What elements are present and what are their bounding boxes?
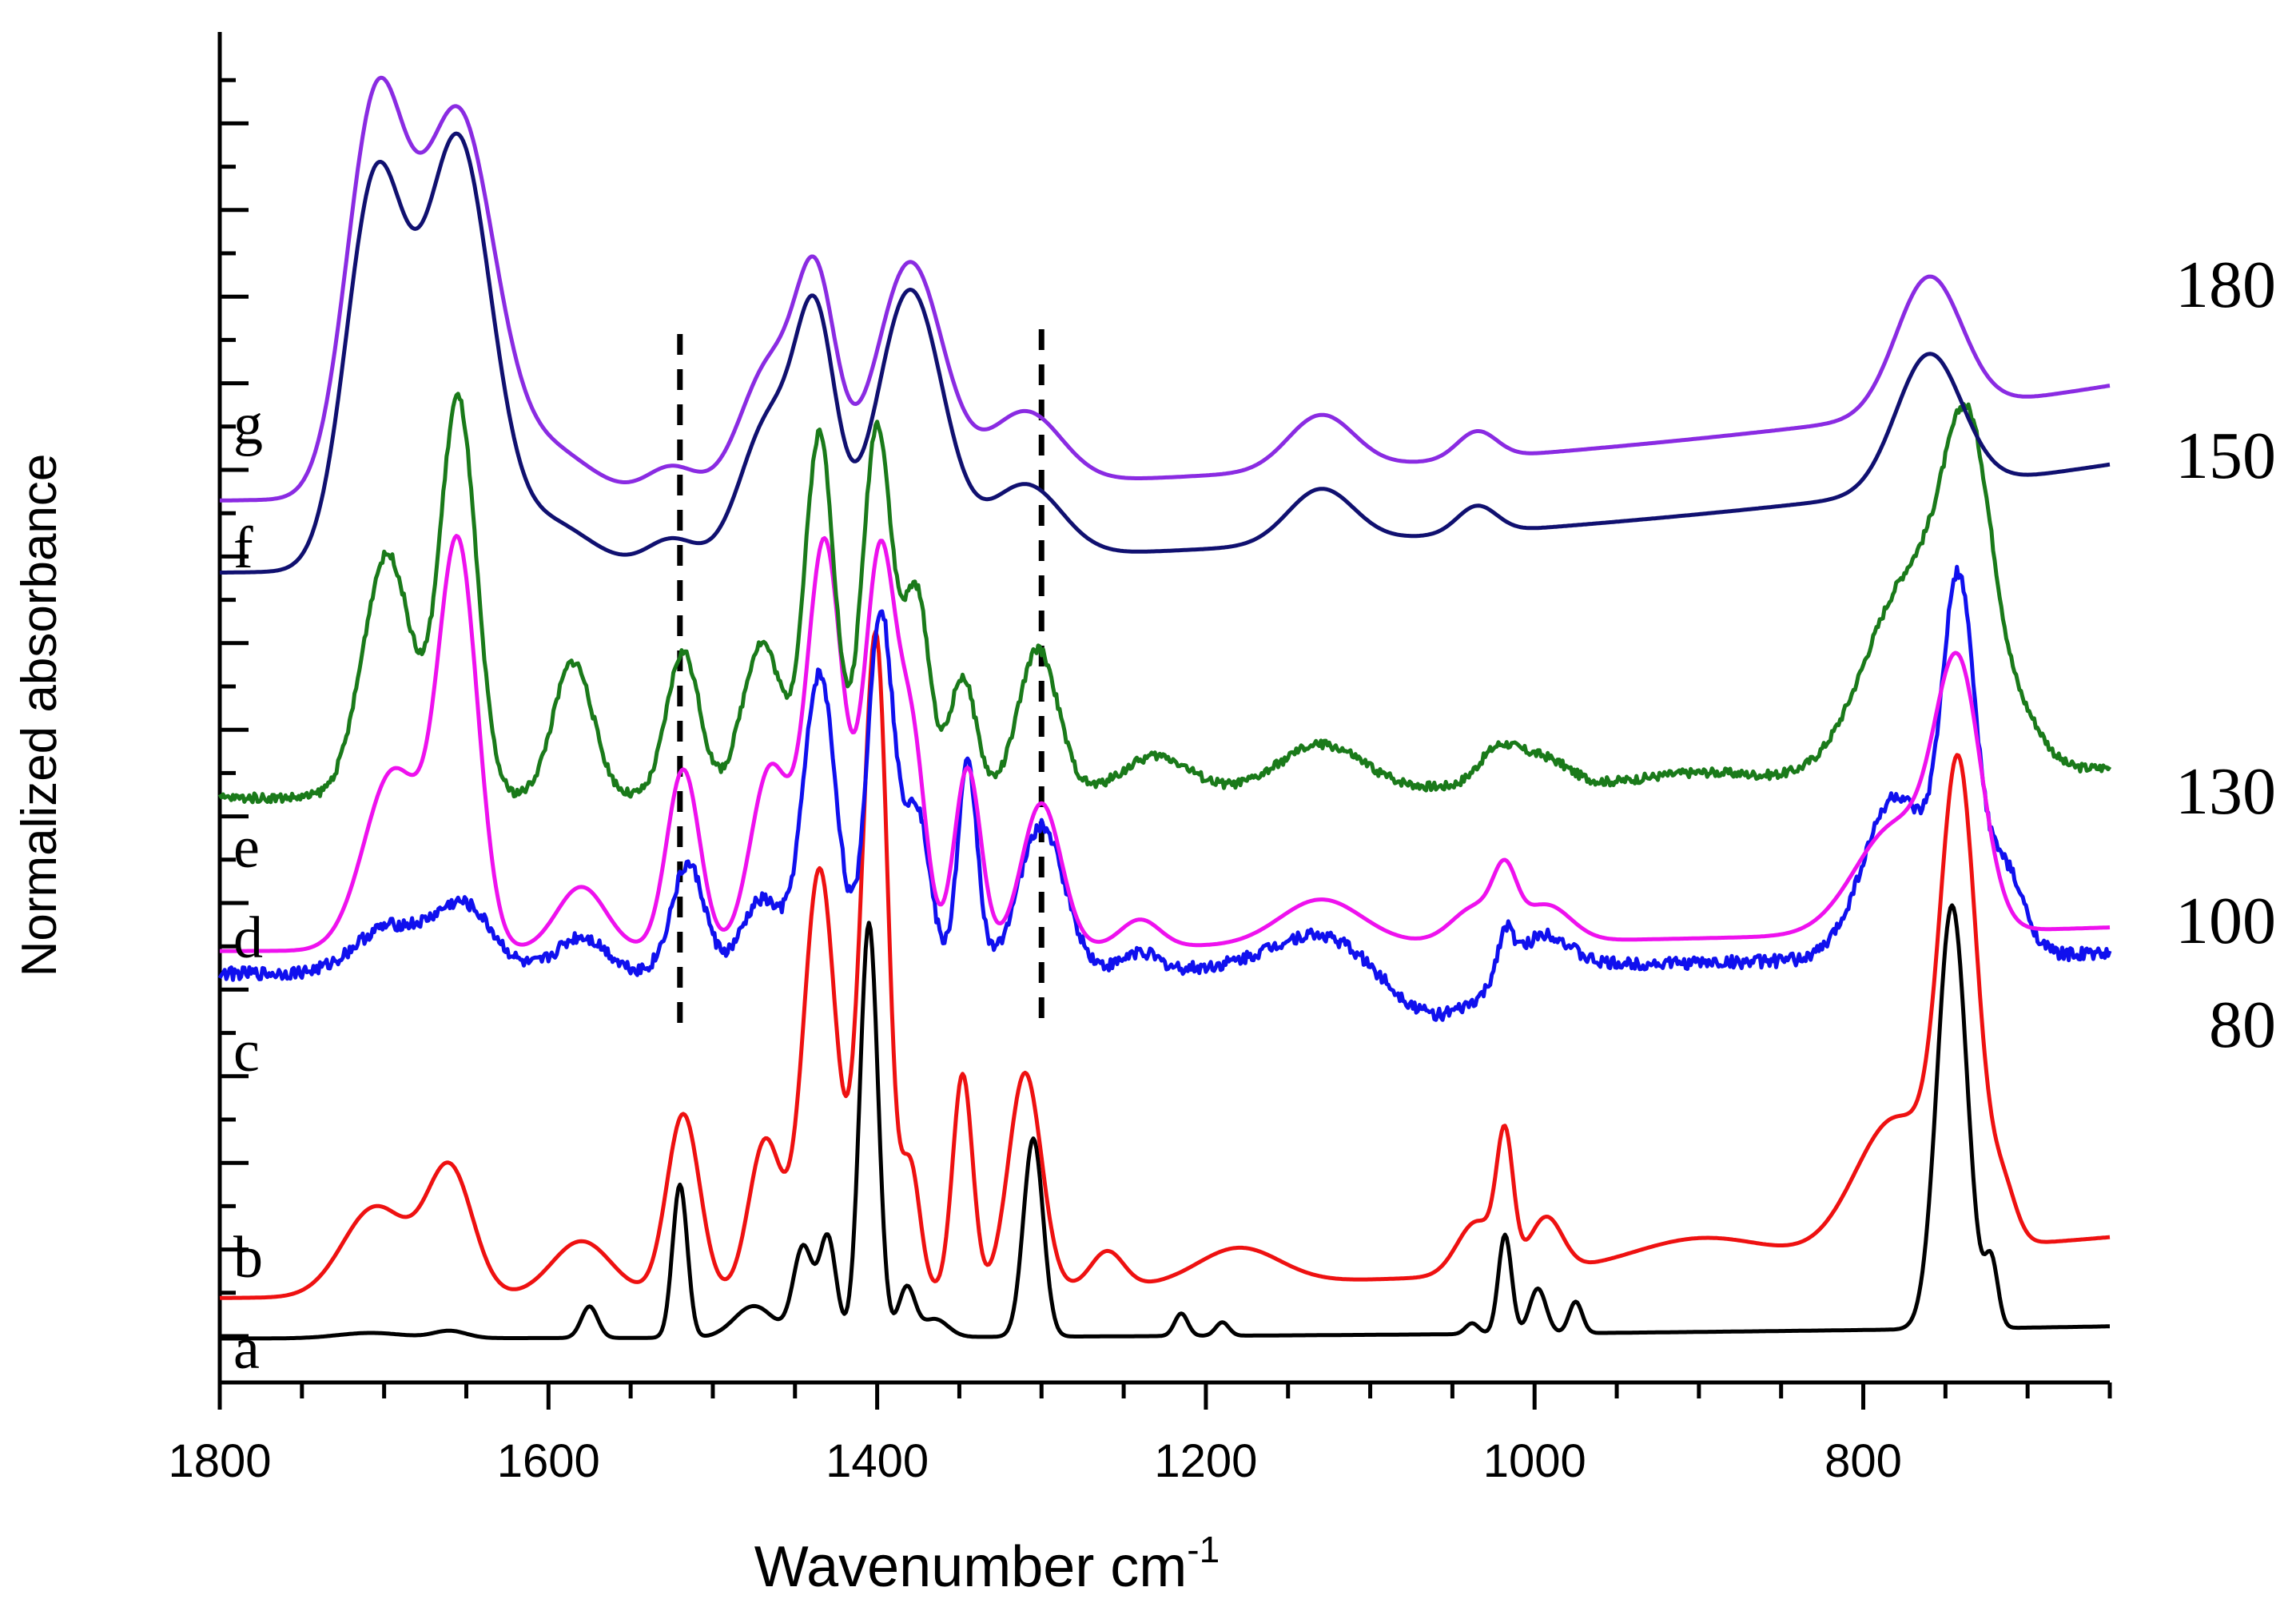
curve-letter-a: a <box>233 1316 260 1382</box>
series-line-g <box>219 75 2111 503</box>
curve-letter-d: d <box>233 905 263 971</box>
curve-letter-c: c <box>233 1019 260 1084</box>
series-line-c <box>217 564 2112 1022</box>
y-axis <box>217 32 249 1382</box>
curve-letter-f: f <box>233 515 253 581</box>
series-line-f <box>219 131 2111 575</box>
x-tick-label: 1400 <box>826 1435 929 1487</box>
series-line-e <box>217 392 2112 805</box>
temperature-label: 130 <box>2175 754 2276 829</box>
temperature-label: 150 <box>2175 419 2276 493</box>
curve-letter-e: e <box>233 815 260 881</box>
x-tick-label: 1800 <box>168 1435 271 1487</box>
x-tick-label: 1600 <box>497 1435 600 1487</box>
y-axis-label: Normalized absorbance <box>12 454 67 977</box>
x-axis-label: Wavenumber cm-1 <box>754 1529 1220 1599</box>
curve-letter-g: g <box>233 392 263 457</box>
x-axis-label-text: Wavenumber cm <box>754 1535 1187 1599</box>
curve-letters: ab cde fg <box>233 392 263 1382</box>
series-line-b <box>219 629 2111 1300</box>
temperature-labels: 80 100 130 150 180 <box>2175 248 2276 1062</box>
x-tick-label: 1000 <box>1483 1435 1586 1487</box>
x-axis-label-superscript: -1 <box>1187 1529 1220 1570</box>
x-tick-label: 1200 <box>1154 1435 1257 1487</box>
series-line-a <box>219 903 2111 1341</box>
curve-letter-b: b <box>233 1225 263 1291</box>
y-ticks <box>220 78 249 1339</box>
temperature-label: 100 <box>2175 884 2276 958</box>
temperature-label: 80 <box>2209 988 2276 1062</box>
x-axis: 1800 1600 1400 1200 1000 800 <box>168 1380 2112 1487</box>
series-line-d <box>219 534 2111 953</box>
temperature-label: 180 <box>2175 248 2276 322</box>
reference-dashed-lines <box>677 329 1045 1027</box>
spectra-series <box>217 75 2112 1341</box>
x-tick-label: 800 <box>1824 1435 1902 1487</box>
x-ticks: 1800 1600 1400 1200 1000 800 <box>168 1382 2112 1487</box>
